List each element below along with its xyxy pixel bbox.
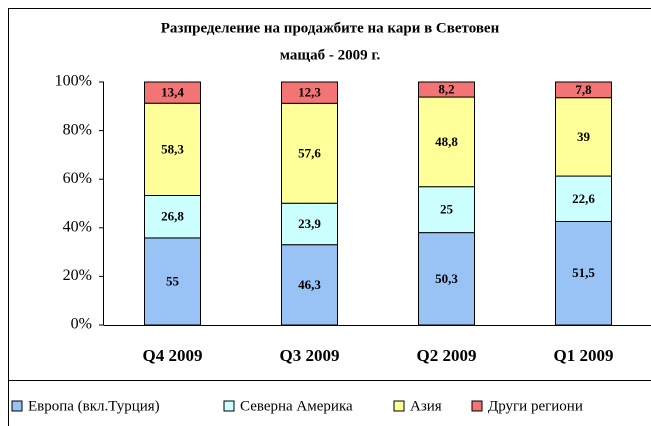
chart-title: мащаб - 2009 г. [280,47,381,63]
y-tick-label: 40% [63,218,92,235]
value-label: 50,3 [435,271,458,286]
bar-segment [555,175,612,222]
value-label: 55 [166,273,180,288]
value-label: 58,3 [161,141,184,156]
value-label: 57,6 [298,145,321,160]
value-label: 23,9 [298,216,321,231]
y-tick-label: 100% [55,73,92,90]
legend-swatch [11,400,23,412]
bar-segment [555,81,612,99]
y-tick-label: 60% [63,170,92,187]
value-label: 8,2 [438,82,454,97]
bar-segment [418,232,475,326]
bar-segment [418,96,475,188]
legend-swatch [393,400,405,412]
bar-segment [418,81,475,98]
legend-swatch [471,400,483,412]
value-label: 7,8 [575,82,592,97]
x-tick-label: Q1 2009 [554,346,614,365]
x-tick-label: Q2 2009 [417,346,477,365]
bar-segment [418,186,475,234]
bar-segment [555,220,612,326]
bar-segment [144,102,201,197]
legend-label: Азия [410,398,442,414]
x-tick-label: Q4 2009 [143,346,203,365]
legend-label: Европа (вкл.Турция) [28,398,160,414]
value-label: 48,8 [435,134,458,149]
value-label: 22,6 [572,191,595,206]
x-tick-label: Q3 2009 [280,346,340,365]
value-label: 26,8 [161,209,184,224]
bar-segment [144,81,201,104]
y-tick-label: 20% [63,267,92,284]
value-label: 46,3 [298,277,321,292]
bar-segment [144,195,201,239]
y-tick-label: 80% [63,121,92,138]
y-tick-label: 0% [71,316,92,333]
bar-segment [281,202,338,246]
bar-segment [144,237,201,326]
value-label: 25 [440,202,454,217]
bar-segment [281,244,338,326]
legend-swatch [223,400,235,412]
bar-segment [281,102,338,204]
bar-segment [281,81,338,104]
legend-label: Други региони [488,398,583,414]
legend-label: Северна Америка [240,398,353,414]
value-label: 13,4 [161,85,184,100]
value-label: 39 [577,129,591,144]
bar-segment [555,97,612,177]
value-label: 12,3 [298,85,321,100]
value-label: 51,5 [572,265,595,280]
chart-title: Разпределение на продажбите на кари в Св… [161,20,500,36]
